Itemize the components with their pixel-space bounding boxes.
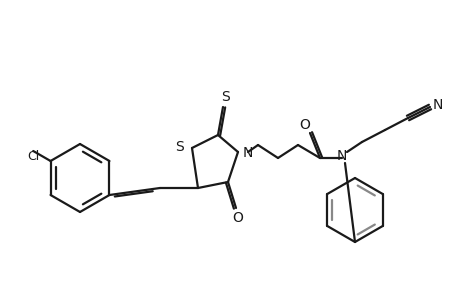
Text: N: N — [336, 149, 347, 163]
Text: N: N — [242, 146, 252, 160]
Text: S: S — [221, 90, 230, 104]
Text: N: N — [432, 98, 442, 112]
Text: O: O — [232, 211, 243, 225]
Text: O: O — [299, 118, 310, 132]
Text: Cl: Cl — [27, 151, 39, 164]
Text: S: S — [175, 140, 184, 154]
